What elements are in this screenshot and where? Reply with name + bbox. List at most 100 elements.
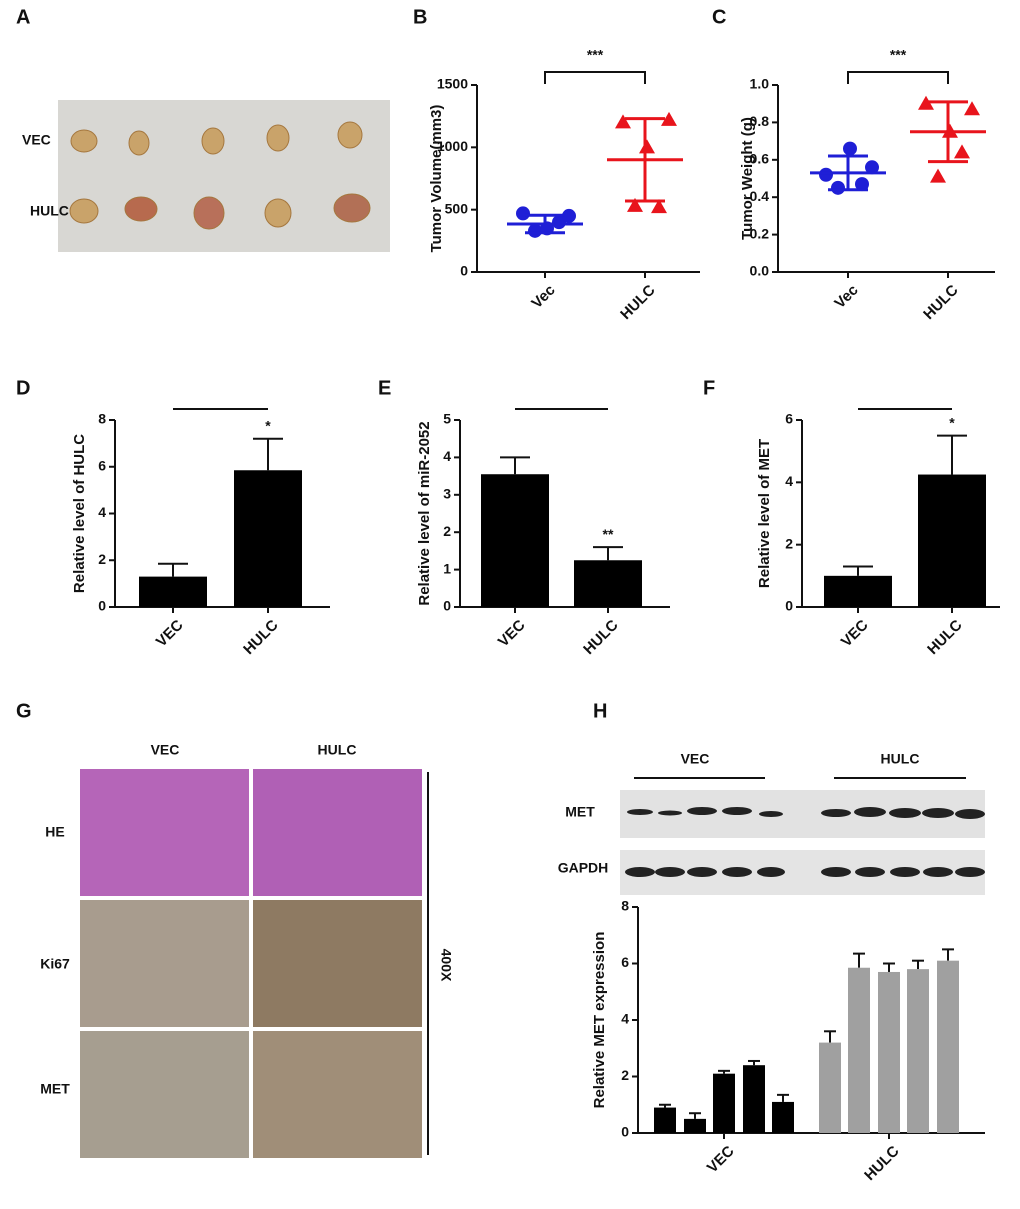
x-tick-label: HULC [861, 1143, 903, 1185]
row-label: HE [45, 824, 64, 840]
point [552, 215, 566, 230]
y-tick-label: 4 [785, 473, 793, 489]
y-tick-label: 0.6 [750, 151, 770, 167]
bar [139, 576, 207, 607]
y-tick-label: 0 [785, 598, 793, 614]
bar [713, 1073, 735, 1133]
panel-letter: C [712, 6, 726, 28]
y-tick-label: 8 [98, 411, 106, 427]
y-axis-label: Tumor Volume(mm3) [428, 105, 445, 253]
significance: *** [890, 47, 907, 63]
x-tick-label: HULC [920, 282, 962, 324]
y-tick-label: 2 [98, 551, 106, 567]
x-tick-label: Vec [831, 282, 861, 312]
y-tick-label: 4 [621, 1011, 629, 1027]
x-tick-label: VEC [153, 616, 187, 650]
y-tick-label: 0 [443, 598, 451, 614]
point [651, 199, 667, 214]
point [639, 139, 655, 154]
panel-letter: F [703, 377, 715, 399]
histology-images [80, 769, 422, 1158]
blot [620, 790, 985, 895]
tumor-photo [58, 100, 390, 252]
significance: *** [587, 47, 604, 63]
x-tick-label: VEC [704, 1142, 738, 1176]
y-tick-label: 6 [785, 411, 793, 427]
y-axis-label: Relative level of HULC [71, 434, 88, 593]
point [516, 206, 530, 221]
x-tick-label: VEC [838, 616, 872, 650]
bar [772, 1101, 794, 1133]
y-axis-label: Relative level of MET [756, 439, 773, 588]
bar [824, 575, 892, 607]
point [819, 167, 833, 182]
y-tick-label: 2 [443, 523, 451, 539]
bar [937, 960, 959, 1133]
y-tick-label: 6 [98, 457, 106, 473]
point [964, 101, 980, 116]
row-label: HULC [30, 203, 69, 219]
x-tick-label: VEC [495, 616, 529, 650]
point [855, 177, 869, 192]
x-tick-label: Vec [528, 282, 558, 312]
y-tick-label: 0.8 [750, 113, 770, 129]
bar [819, 1042, 841, 1133]
bar [481, 474, 549, 607]
band-label: MET [565, 804, 595, 820]
column-label: VEC [151, 742, 180, 758]
y-tick-label: 3 [443, 486, 451, 502]
row-label: Ki67 [40, 956, 70, 972]
point [954, 144, 970, 159]
y-tick-label: 0 [460, 263, 468, 279]
significance: * [265, 417, 271, 433]
panel-letter: B [413, 6, 427, 28]
bar [848, 967, 870, 1133]
row-label: VEC [22, 132, 51, 148]
y-tick-label: 1 [443, 560, 451, 576]
y-axis-label: Relative MET expression [591, 932, 608, 1109]
bar [684, 1118, 706, 1133]
point [661, 111, 677, 126]
point [627, 197, 643, 212]
y-tick-label: 2 [621, 1067, 629, 1083]
y-tick-label: 5 [443, 411, 451, 427]
point [562, 208, 576, 223]
panel-letter: A [16, 6, 30, 28]
bar [574, 560, 642, 607]
panel-letter: G [16, 700, 32, 722]
y-tick-label: 4 [98, 504, 106, 520]
y-axis-label: Relative level of miR-2052 [416, 421, 433, 605]
point [528, 223, 542, 238]
y-axis-label: Tumor Weight (g) [739, 117, 756, 240]
panel-letter: H [593, 700, 607, 722]
bar [907, 969, 929, 1133]
y-tick-label: 0.4 [750, 188, 770, 204]
point [865, 160, 879, 175]
x-tick-label: HULC [580, 617, 622, 659]
x-tick-label: HULC [924, 617, 966, 659]
bar [918, 474, 986, 607]
row-label: MET [40, 1081, 70, 1097]
point [930, 168, 946, 183]
magnification: 400X [438, 949, 454, 982]
group-label: VEC [681, 751, 710, 767]
band-label: GAPDH [558, 860, 609, 876]
significance-bracket [847, 71, 949, 84]
panel-letter: E [378, 377, 391, 399]
significance: * [949, 414, 955, 430]
point [843, 141, 857, 156]
y-tick-label: 0.0 [750, 263, 770, 279]
point [615, 114, 631, 129]
panel-letter: D [16, 377, 30, 399]
significance: ** [603, 526, 614, 542]
x-tick-label: HULC [617, 282, 659, 324]
point [918, 95, 934, 110]
y-tick-label: 8 [621, 898, 629, 914]
bar [743, 1065, 765, 1133]
y-tick-label: 1.0 [750, 76, 770, 92]
bar [234, 470, 302, 607]
y-tick-label: 4 [443, 448, 451, 464]
y-tick-label: 0.2 [750, 225, 770, 241]
column-label: HULC [318, 742, 357, 758]
tumors [69, 121, 371, 230]
